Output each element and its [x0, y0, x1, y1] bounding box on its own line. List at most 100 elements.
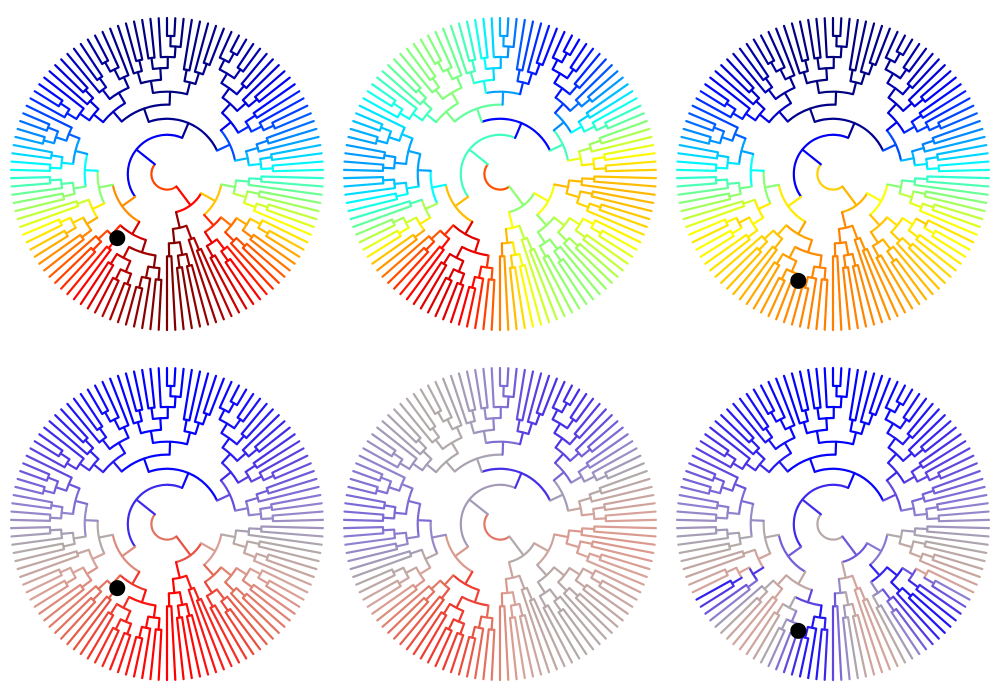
branch [387, 136, 401, 142]
branch-arc [749, 153, 755, 187]
tree-panel-bottom-middle [342, 366, 658, 682]
branch-arc [194, 70, 204, 76]
branch [910, 464, 923, 473]
branch [465, 287, 477, 328]
branch [923, 226, 935, 235]
branch [124, 285, 138, 326]
branch [751, 566, 765, 576]
branch [578, 242, 619, 278]
branch-arc [775, 436, 796, 450]
branch-arc [860, 70, 870, 76]
branch [763, 183, 780, 189]
branch [381, 516, 396, 520]
branch-arc [96, 170, 106, 204]
branch [565, 192, 581, 199]
branch [810, 615, 816, 629]
branch [699, 440, 726, 458]
branch [430, 533, 447, 539]
branch [512, 17, 518, 49]
branch [507, 211, 514, 229]
branch [925, 156, 939, 161]
branch [926, 180, 990, 188]
branch [553, 72, 562, 85]
branch [861, 599, 891, 671]
branch [424, 552, 439, 561]
branch [22, 112, 51, 126]
branch [449, 374, 468, 425]
branch-arc [219, 129, 237, 161]
branch [754, 99, 766, 111]
branch [918, 559, 978, 586]
branch [802, 71, 809, 85]
branch [254, 420, 286, 449]
branch [598, 585, 634, 608]
branch-arc [799, 419, 809, 425]
branch [695, 229, 732, 251]
branch [937, 104, 975, 124]
branch [516, 418, 521, 433]
branch [604, 454, 642, 474]
branch [124, 22, 138, 63]
branch [355, 218, 394, 236]
branch [848, 368, 859, 421]
branch [241, 579, 254, 589]
branch [780, 268, 788, 281]
branch-arc [483, 163, 511, 191]
branch [534, 62, 541, 76]
branch [202, 24, 218, 64]
branch [926, 175, 991, 180]
branch-arc [557, 217, 571, 233]
branch [366, 440, 393, 458]
branch [731, 226, 743, 235]
branch [731, 112, 744, 121]
branch [886, 566, 899, 577]
branch [257, 545, 320, 563]
branch [375, 139, 389, 145]
branch [60, 531, 75, 535]
branch [387, 414, 418, 444]
branch [417, 439, 428, 450]
branch [871, 594, 880, 608]
branch [906, 402, 934, 435]
branch [851, 431, 858, 446]
branch [776, 224, 788, 236]
branch [38, 83, 64, 102]
branch [421, 99, 433, 111]
branch [569, 452, 580, 462]
branch [393, 58, 422, 90]
branch [138, 625, 143, 639]
branch [716, 504, 730, 509]
branch [527, 421, 534, 436]
branch [542, 256, 574, 314]
branch [557, 611, 588, 656]
branch [203, 213, 215, 227]
branch [171, 227, 176, 245]
branch [201, 412, 208, 426]
branch [179, 17, 185, 49]
branch [50, 504, 64, 509]
branch [400, 482, 414, 490]
branch-arc [420, 549, 432, 569]
branch [180, 616, 193, 680]
branch-arc [82, 567, 93, 581]
branch [440, 237, 451, 250]
branch [709, 426, 751, 460]
branch [581, 177, 596, 181]
branch [141, 277, 152, 330]
branch [823, 278, 829, 331]
branch [574, 596, 613, 634]
branch [411, 112, 424, 122]
branch [43, 238, 85, 272]
branch [9, 168, 52, 172]
branch [355, 112, 384, 126]
branch [393, 531, 408, 535]
branch [149, 367, 156, 409]
branch [606, 462, 645, 480]
branch [268, 579, 305, 601]
branch-arc [554, 462, 573, 484]
branch [901, 567, 914, 576]
branch [678, 192, 730, 205]
branch [783, 441, 793, 455]
branch [926, 167, 940, 171]
branch [349, 550, 411, 571]
